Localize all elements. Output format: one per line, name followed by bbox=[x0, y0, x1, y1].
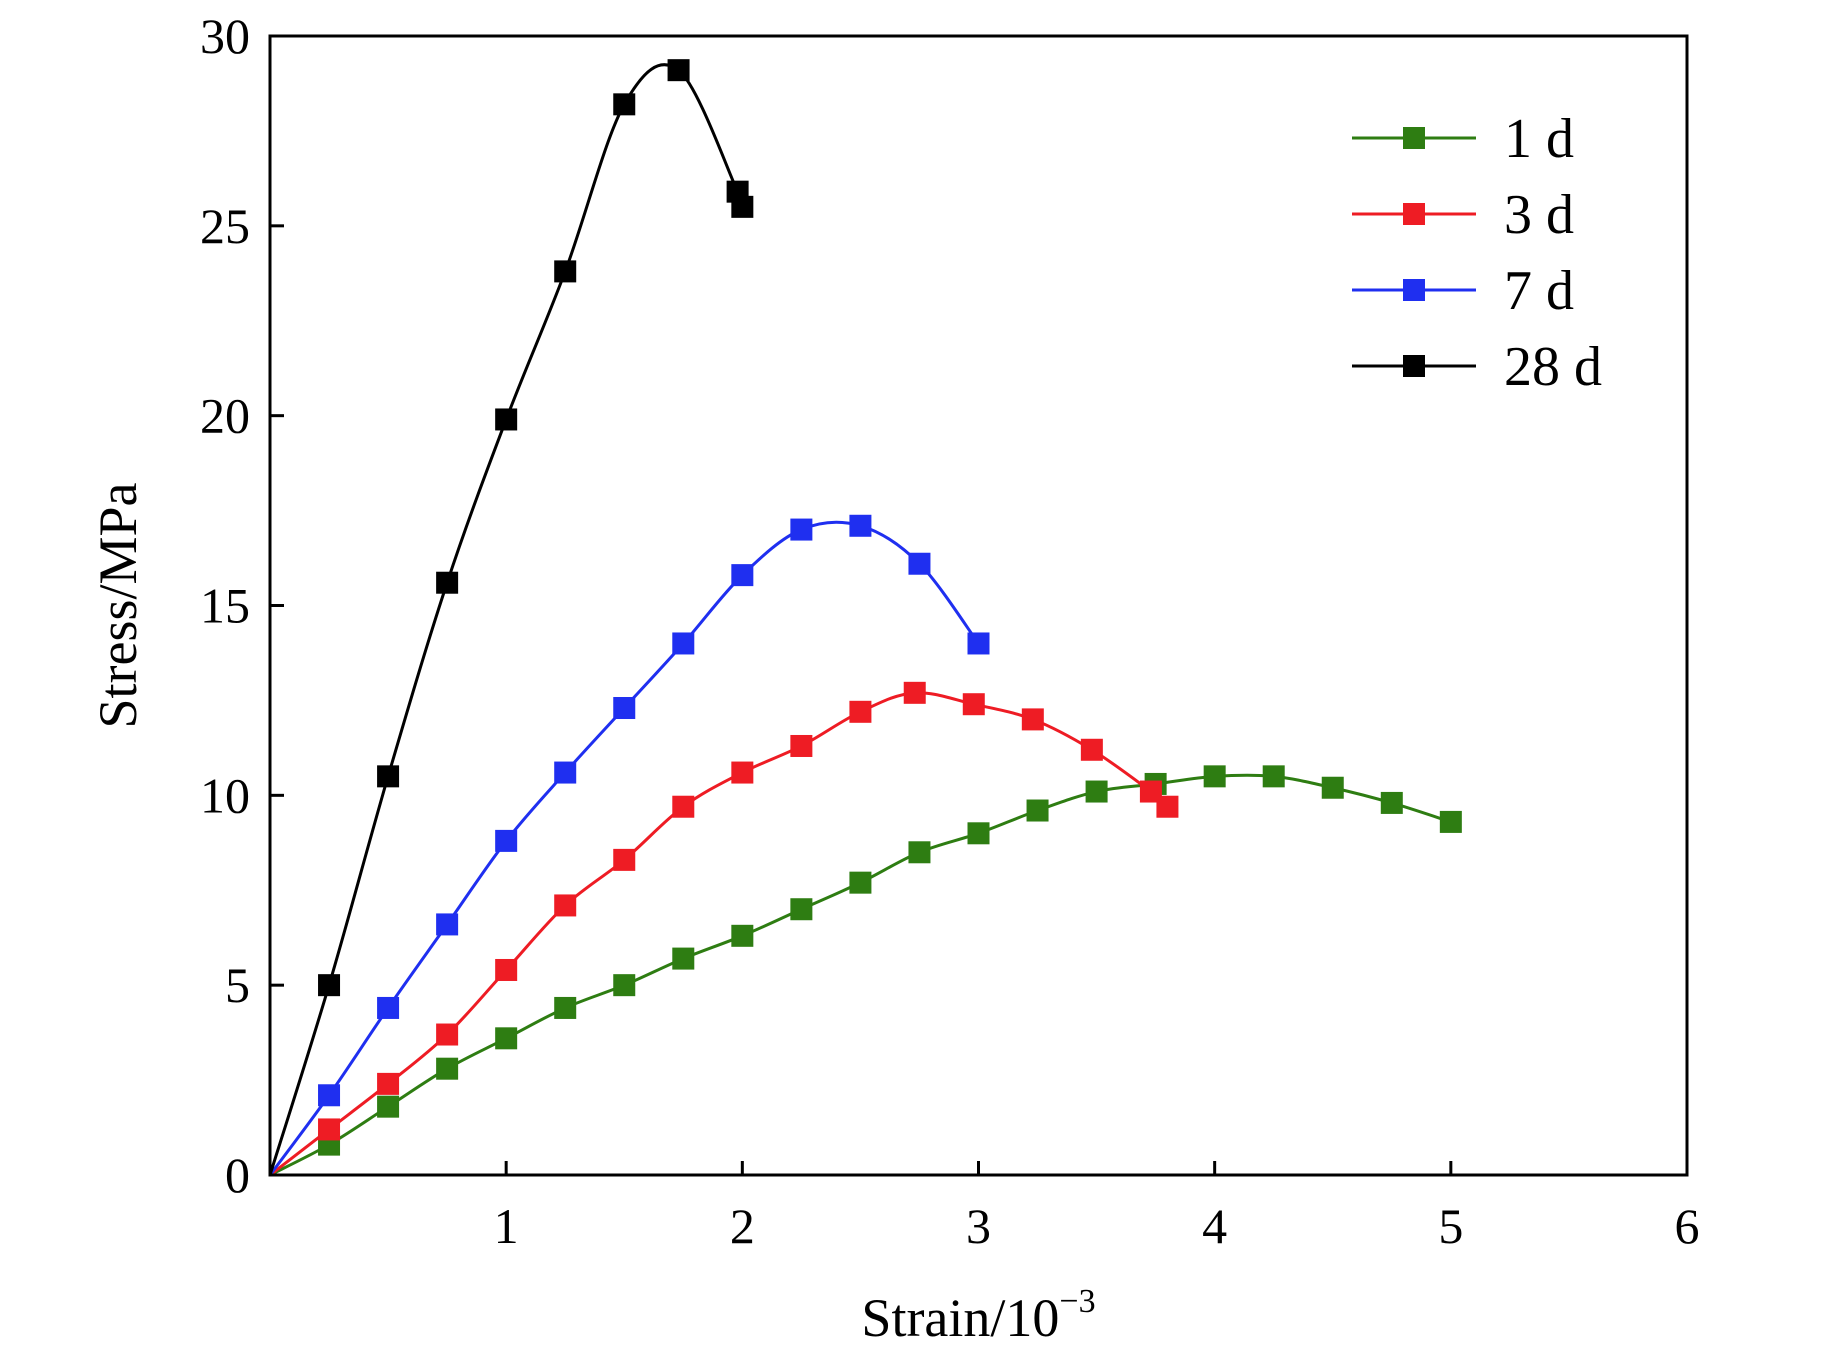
series-line-3 bbox=[268, 63, 746, 1176]
data-point bbox=[554, 996, 577, 1019]
data-point bbox=[554, 761, 577, 784]
data-point bbox=[495, 1027, 518, 1050]
y-tick-label: 25 bbox=[200, 198, 250, 254]
data-point bbox=[790, 518, 813, 541]
data-point bbox=[1080, 738, 1103, 761]
legend-marker bbox=[1403, 355, 1425, 377]
series-markers bbox=[318, 59, 1462, 1156]
x-axis-title: Strain/10−3 bbox=[861, 1283, 1095, 1348]
data-point bbox=[1439, 810, 1462, 833]
data-point bbox=[495, 958, 518, 981]
data-point bbox=[554, 894, 577, 917]
data-point bbox=[1139, 780, 1162, 803]
x-tick-label: 6 bbox=[1675, 1198, 1700, 1254]
data-point bbox=[967, 822, 990, 845]
x-tick-label: 5 bbox=[1438, 1198, 1463, 1254]
x-axis-title-main: Strain/10 bbox=[861, 1288, 1059, 1348]
data-point bbox=[667, 59, 690, 82]
data-point bbox=[613, 974, 636, 997]
x-axis-ticks: 1 2 3 4 5 6 bbox=[494, 1161, 1700, 1254]
data-point bbox=[1026, 799, 1049, 822]
data-point bbox=[849, 700, 872, 723]
data-point bbox=[613, 848, 636, 871]
data-point bbox=[436, 913, 459, 936]
data-point bbox=[613, 93, 636, 116]
data-point bbox=[903, 681, 926, 704]
data-point bbox=[731, 924, 754, 947]
y-tick-label: 15 bbox=[200, 578, 250, 634]
data-point bbox=[672, 795, 695, 818]
data-point bbox=[436, 571, 459, 594]
data-point bbox=[908, 841, 931, 864]
data-point bbox=[731, 564, 754, 587]
legend-label: 7 d bbox=[1504, 260, 1574, 322]
data-point bbox=[731, 761, 754, 784]
data-point bbox=[436, 1057, 459, 1080]
series-line-1 bbox=[269, 691, 1169, 1177]
x-tick-label: 2 bbox=[730, 1198, 755, 1254]
series-line-2 bbox=[268, 520, 980, 1176]
data-point bbox=[1380, 791, 1403, 814]
data-point bbox=[1262, 765, 1285, 788]
data-point bbox=[908, 552, 931, 575]
data-point bbox=[318, 974, 341, 997]
data-point bbox=[962, 693, 985, 716]
data-point bbox=[377, 996, 400, 1019]
data-point bbox=[318, 1118, 341, 1141]
y-tick-label: 0 bbox=[225, 1147, 250, 1203]
data-point bbox=[1321, 776, 1344, 799]
data-point bbox=[1203, 765, 1226, 788]
data-point bbox=[849, 514, 872, 537]
data-point bbox=[790, 898, 813, 921]
y-axis-ticks: 0 5 10 15 20 25 30 bbox=[200, 8, 284, 1203]
legend-label: 3 d bbox=[1504, 184, 1574, 246]
y-tick-label: 20 bbox=[200, 388, 250, 444]
legend-label: 1 d bbox=[1504, 108, 1574, 170]
legend-marker bbox=[1403, 279, 1425, 301]
data-point bbox=[377, 765, 400, 788]
data-point bbox=[436, 1023, 459, 1046]
data-point bbox=[318, 1084, 341, 1107]
y-tick-label: 5 bbox=[225, 957, 250, 1013]
data-point bbox=[790, 734, 813, 757]
data-point bbox=[613, 697, 636, 720]
data-point bbox=[1085, 780, 1108, 803]
x-tick-label: 4 bbox=[1202, 1198, 1227, 1254]
data-point bbox=[731, 195, 754, 218]
data-point bbox=[554, 260, 577, 283]
data-point bbox=[495, 829, 518, 852]
y-tick-label: 30 bbox=[200, 8, 250, 64]
y-axis-title: Stress/MPa bbox=[88, 482, 148, 728]
legend: 1 d 3 d 7 d 28 d bbox=[1352, 108, 1602, 398]
data-point bbox=[672, 632, 695, 655]
data-point bbox=[1156, 795, 1179, 818]
data-point bbox=[1021, 708, 1044, 731]
legend-label: 28 d bbox=[1504, 336, 1602, 398]
x-axis-title-exponent: −3 bbox=[1059, 1283, 1095, 1320]
y-tick-label: 10 bbox=[200, 767, 250, 823]
data-point bbox=[849, 871, 872, 894]
data-point bbox=[377, 1095, 400, 1118]
data-point bbox=[377, 1072, 400, 1095]
x-tick-label: 1 bbox=[494, 1198, 519, 1254]
series-line-0 bbox=[269, 773, 1452, 1177]
series-curves bbox=[268, 63, 1452, 1177]
data-point bbox=[967, 632, 990, 655]
x-tick-label: 3 bbox=[966, 1198, 991, 1254]
data-point bbox=[672, 947, 695, 970]
legend-marker bbox=[1403, 203, 1425, 225]
legend-marker bbox=[1403, 127, 1425, 149]
data-point bbox=[495, 408, 518, 431]
plot-frame bbox=[268, 34, 1689, 1177]
